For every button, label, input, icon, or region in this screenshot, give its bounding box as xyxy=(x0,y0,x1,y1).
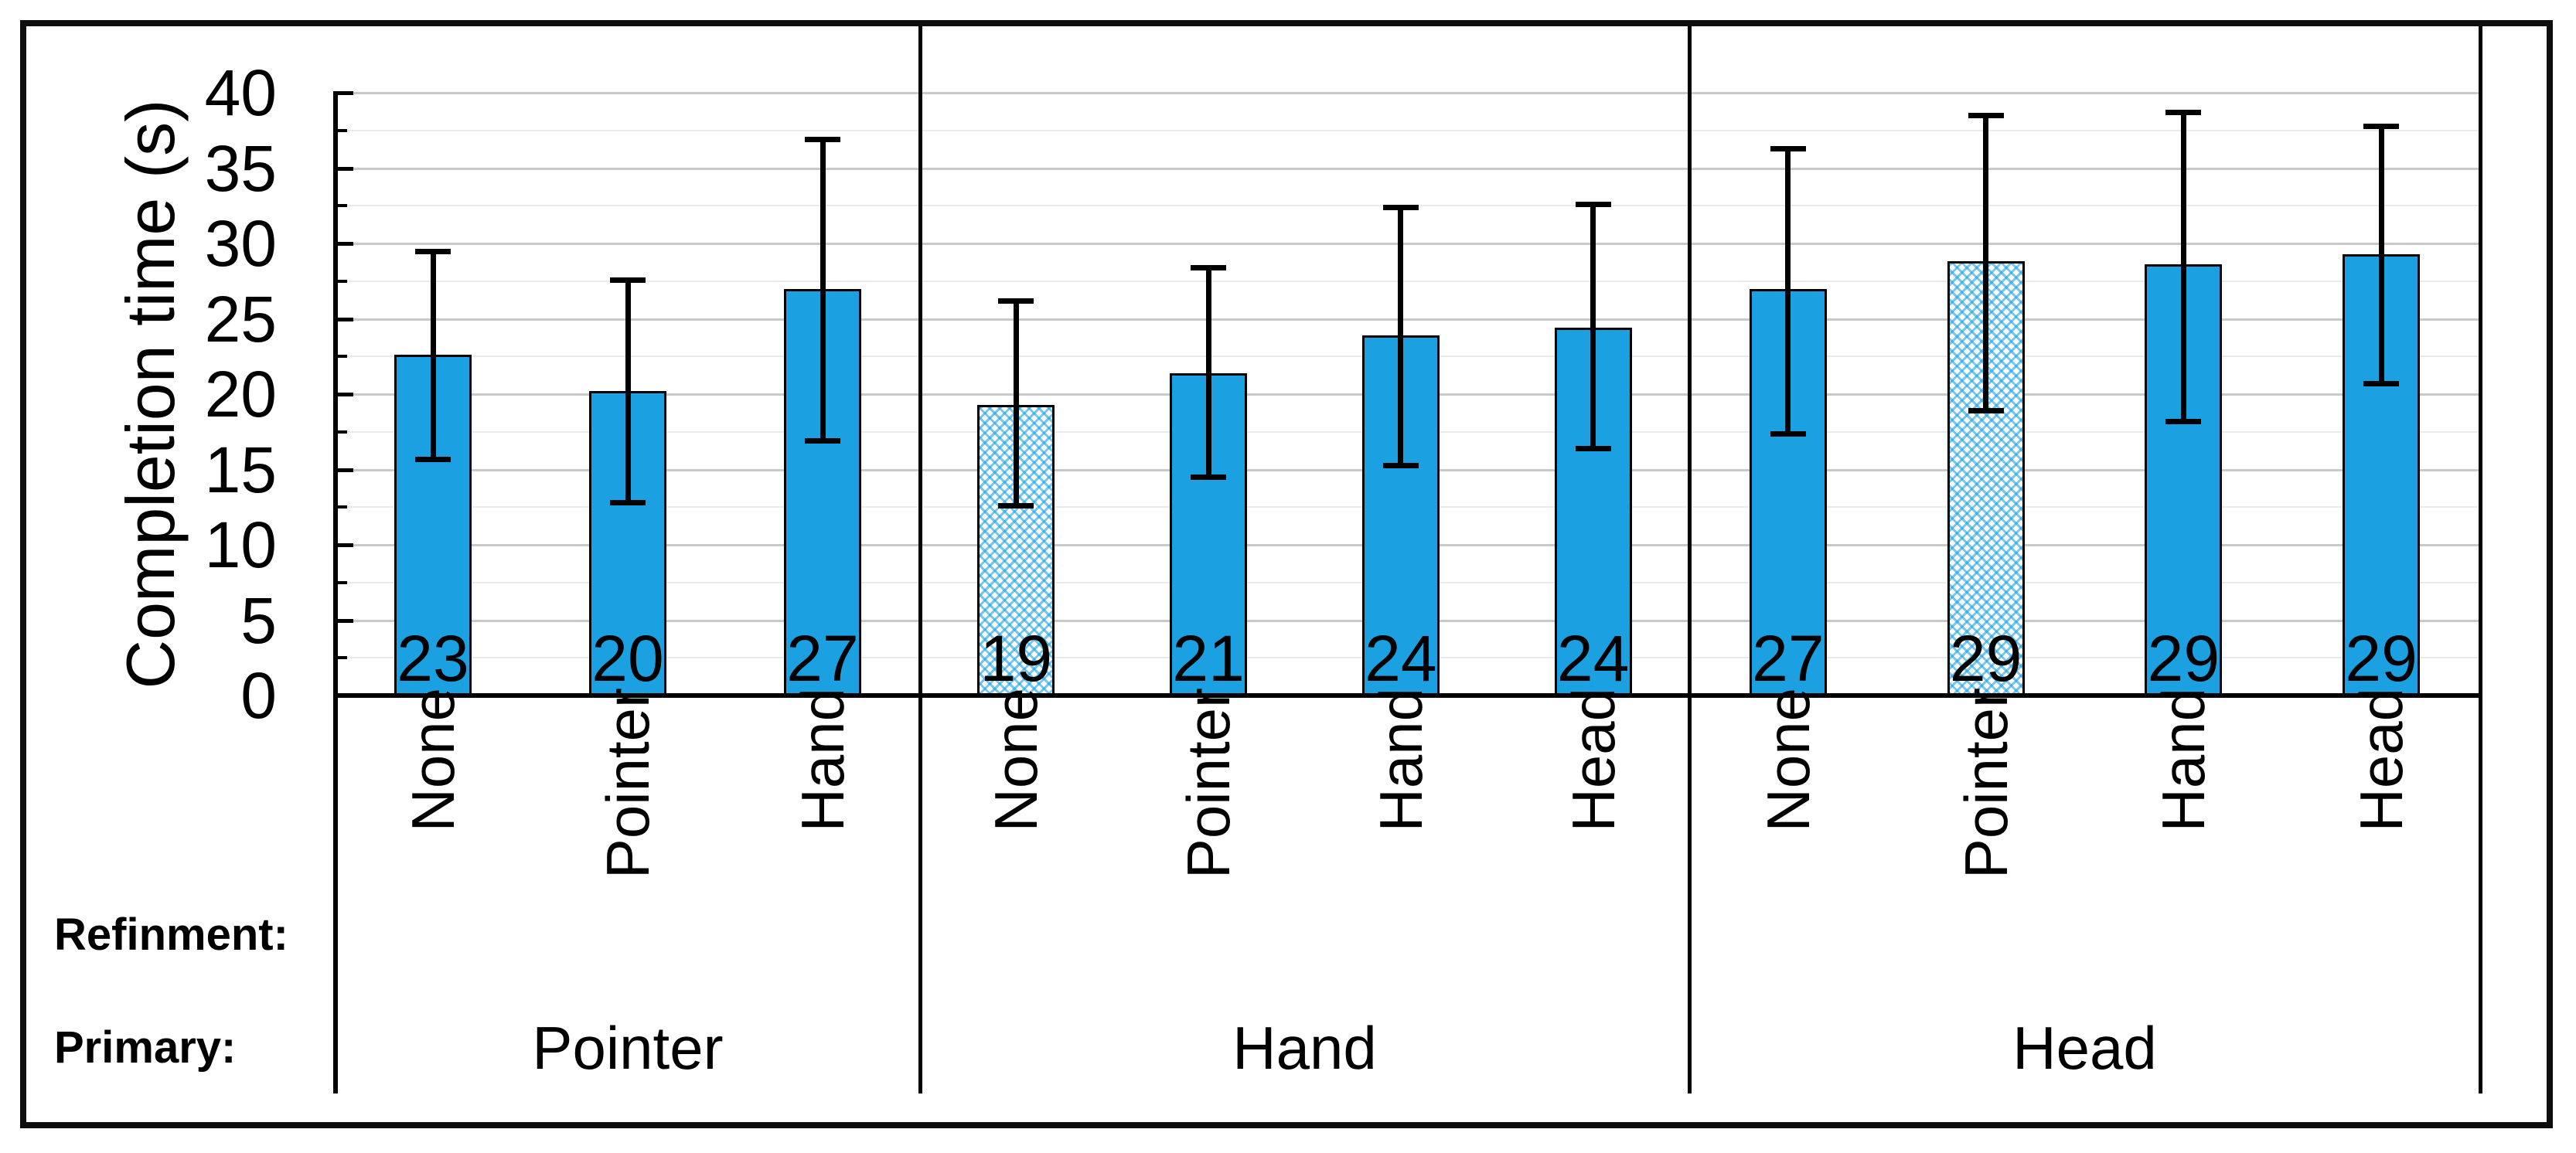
y-tick-label: 5 xyxy=(240,583,277,657)
y-axis-tick xyxy=(333,128,347,132)
error-bar-line xyxy=(1590,204,1596,449)
error-bar-line xyxy=(1983,115,1989,411)
refinement-label: None xyxy=(399,688,467,832)
y-axis-tick xyxy=(333,618,353,623)
y-tick-label: 40 xyxy=(204,56,277,129)
error-bar-cap-high xyxy=(2363,123,2400,129)
y-axis-tick xyxy=(333,430,347,434)
primary-group-label: Hand xyxy=(1232,1014,1377,1082)
bar-value-label: 27 xyxy=(1752,622,1825,695)
error-bar-line xyxy=(2378,125,2384,384)
y-tick-label: 15 xyxy=(204,433,277,506)
y-axis-tick xyxy=(333,543,353,547)
y-tick-label: 10 xyxy=(204,508,277,581)
refinement-label: Pointer xyxy=(1174,688,1243,879)
gridline xyxy=(336,167,2480,170)
y-tick-label: 20 xyxy=(204,358,277,430)
gridline xyxy=(336,92,2480,94)
bar-value-label: 29 xyxy=(2345,622,2418,695)
bar-value-label: 29 xyxy=(1949,622,2022,695)
error-bar-cap-high xyxy=(1191,265,1227,271)
refinement-label: Hand xyxy=(789,688,857,832)
y-axis-tick xyxy=(333,468,353,472)
y-axis-tick xyxy=(333,355,347,359)
error-bar-line xyxy=(1013,301,1019,506)
error-bar-cap-low xyxy=(1968,408,2004,414)
error-bar-cap-low xyxy=(1770,430,1806,437)
error-bar-line xyxy=(430,250,436,459)
refinement-label: None xyxy=(982,688,1051,832)
bar-value-label: 20 xyxy=(591,622,664,695)
error-bar-cap-low xyxy=(2165,419,2202,425)
error-bar-cap-low xyxy=(610,500,646,506)
bar-value-label: 19 xyxy=(980,622,1053,695)
error-bar-cap-low xyxy=(1382,462,1419,468)
error-bar-cap-low xyxy=(415,456,451,462)
primary-group-label: Pointer xyxy=(532,1014,724,1082)
error-bar-line xyxy=(1398,207,1404,465)
y-tick-label: 30 xyxy=(204,207,277,280)
error-bar-cap-high xyxy=(1382,205,1419,211)
error-bar-line xyxy=(625,279,631,503)
x-axis-line xyxy=(333,693,2480,698)
primary-group-label: Head xyxy=(2012,1014,2157,1082)
error-bar-cap-high xyxy=(998,298,1034,304)
y-axis-tick xyxy=(333,505,347,509)
gridline xyxy=(336,243,2480,245)
refinement-label: Hand xyxy=(1366,688,1435,832)
error-bar-line xyxy=(2180,112,2186,422)
error-bar-cap-low xyxy=(1191,474,1227,481)
y-axis-tick xyxy=(333,393,353,396)
gridline xyxy=(336,129,2480,131)
y-axis-tick xyxy=(333,166,353,171)
error-bar-line xyxy=(819,139,826,441)
y-tick-label: 35 xyxy=(204,131,277,205)
y-axis-tick xyxy=(333,242,353,246)
y-tick-label: 0 xyxy=(240,659,277,732)
error-bar-cap-high xyxy=(805,137,840,143)
y-axis-tick xyxy=(333,279,347,283)
bar-value-label: 24 xyxy=(1556,622,1630,695)
error-bar-cap-high xyxy=(415,248,451,254)
error-bar-cap-high xyxy=(1968,113,2004,119)
table-right-edge xyxy=(2479,26,2482,1093)
bar-value-label: 21 xyxy=(1172,622,1245,695)
bar-value-label: 29 xyxy=(2147,622,2220,695)
error-bar-line xyxy=(1205,267,1211,478)
panel-separator xyxy=(1688,26,1692,1093)
primary-row-header: Primary: xyxy=(54,1022,237,1073)
bar-value-label: 23 xyxy=(397,622,469,695)
error-bar-cap-high xyxy=(1770,146,1806,152)
y-tick-label: 25 xyxy=(204,282,277,355)
error-bar-cap-high xyxy=(1575,202,1611,208)
y-axis-tick xyxy=(333,580,347,584)
panel-separator xyxy=(918,26,922,1093)
y-axis-tick xyxy=(333,204,347,208)
refinement-label: Head xyxy=(1559,688,1627,832)
y-axis-tick xyxy=(333,91,353,95)
refinement-label: Hand xyxy=(2149,688,2218,832)
error-bar-cap-low xyxy=(805,438,840,444)
refinement-label: None xyxy=(1753,688,1822,832)
refinement-label: Head xyxy=(2347,688,2416,832)
y-axis-tick xyxy=(333,317,353,321)
bar-value-label: 24 xyxy=(1365,622,1437,695)
error-bar-cap-high xyxy=(610,277,646,283)
y-axis-line xyxy=(333,91,338,1093)
bar-value-label: 27 xyxy=(786,622,859,695)
gridline xyxy=(336,318,2480,321)
gridline xyxy=(336,280,2480,282)
refinement-label: Pointer xyxy=(594,688,662,879)
refinement-label: Pointer xyxy=(1951,688,2020,879)
error-bar-cap-low xyxy=(1575,446,1611,452)
error-bar-line xyxy=(1785,148,1791,434)
error-bar-cap-low xyxy=(2363,381,2400,387)
error-bar-cap-low xyxy=(998,503,1034,509)
error-bar-cap-high xyxy=(2165,110,2202,116)
y-axis-tick xyxy=(333,656,347,660)
refinement-row-header: Refinment: xyxy=(54,910,288,960)
